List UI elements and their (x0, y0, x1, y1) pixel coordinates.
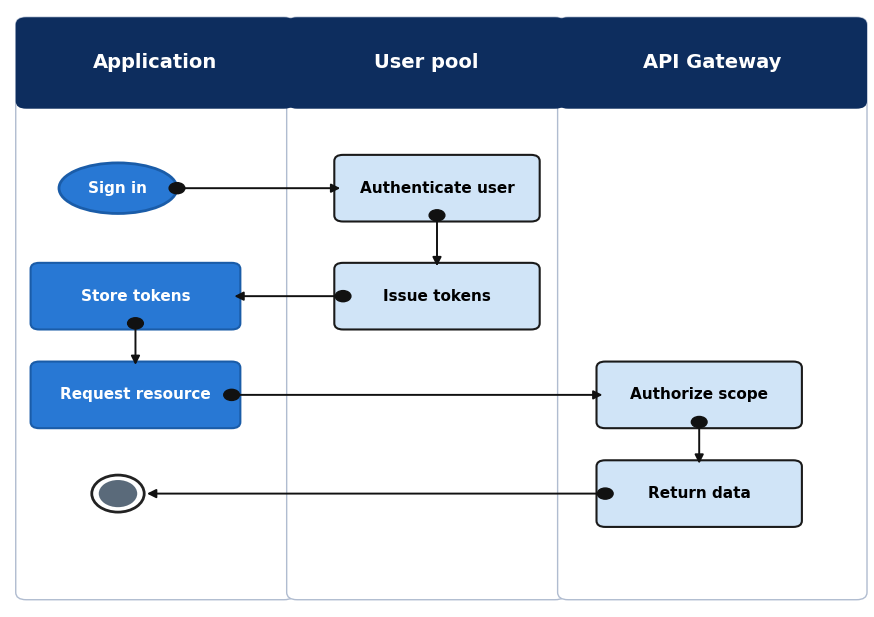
Circle shape (691, 416, 707, 428)
Bar (26, 63, 284, 101)
Circle shape (128, 318, 143, 329)
FancyBboxPatch shape (334, 263, 539, 329)
Circle shape (597, 488, 614, 499)
FancyBboxPatch shape (31, 263, 240, 329)
Text: Authorize scope: Authorize scope (630, 387, 768, 402)
FancyBboxPatch shape (558, 17, 867, 600)
FancyBboxPatch shape (287, 17, 565, 109)
Circle shape (170, 183, 185, 194)
Text: User pool: User pool (374, 54, 478, 72)
FancyBboxPatch shape (596, 362, 802, 428)
Circle shape (336, 291, 351, 302)
Bar (568, 63, 857, 101)
FancyBboxPatch shape (16, 17, 295, 109)
Text: Authenticate user: Authenticate user (359, 181, 515, 196)
Circle shape (224, 389, 239, 400)
Text: API Gateway: API Gateway (643, 54, 781, 72)
FancyBboxPatch shape (334, 155, 539, 222)
FancyBboxPatch shape (16, 17, 295, 600)
Ellipse shape (59, 163, 177, 213)
Text: Sign in: Sign in (88, 181, 148, 196)
Text: Issue tokens: Issue tokens (383, 289, 491, 304)
Text: Store tokens: Store tokens (80, 289, 191, 304)
FancyBboxPatch shape (558, 17, 867, 109)
Circle shape (99, 480, 137, 507)
FancyBboxPatch shape (596, 460, 802, 527)
Text: Return data: Return data (648, 486, 751, 501)
Circle shape (429, 210, 445, 221)
Text: Application: Application (93, 54, 218, 72)
Bar (297, 63, 555, 101)
Circle shape (92, 475, 144, 512)
Text: Request resource: Request resource (60, 387, 211, 402)
FancyBboxPatch shape (31, 362, 240, 428)
FancyBboxPatch shape (287, 17, 565, 600)
